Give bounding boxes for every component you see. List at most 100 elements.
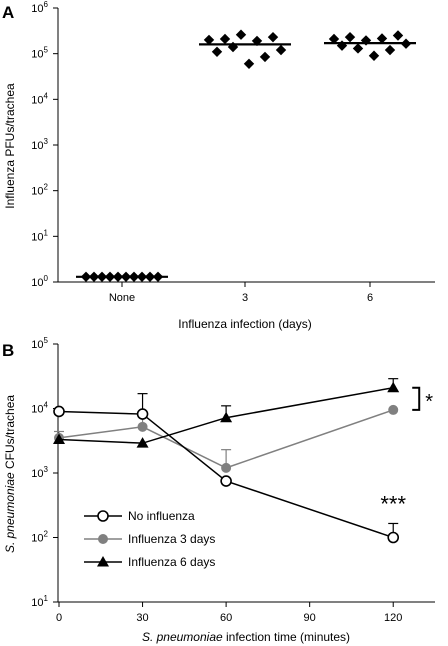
panel-a-y-tick-label-exponent: 5 [44, 46, 49, 55]
panel-b-x-tick-label: 90 [304, 612, 316, 624]
panel-a-x-tick-label: 6 [367, 292, 373, 304]
panel-b-legend-label: Influenza 3 days [128, 532, 215, 546]
panel-a-x-tick-label: 3 [242, 292, 248, 304]
panel-a-point [392, 30, 404, 41]
panel-b-significance-bracket [412, 386, 421, 411]
panel-b-series-3 [53, 378, 400, 448]
panel-b-point [137, 421, 148, 432]
panel-a-y-tick-label: 104 [31, 91, 48, 106]
panel-a-point [384, 44, 396, 56]
panel-b-legend-label: No influenza [128, 509, 195, 523]
panel-a-point [203, 34, 215, 46]
panel-b-point [53, 405, 65, 418]
panel-a-point [344, 31, 356, 43]
panel-b-y-tick-label-exponent: 2 [44, 530, 49, 539]
panel-b-y-tick-label-base: 10 [31, 468, 43, 480]
panel-a-y-tick-label-base: 10 [31, 140, 43, 152]
panel-b-point [387, 381, 400, 393]
panel-b-y-tick-label: 103 [31, 465, 48, 480]
panel-b-significance-star: * [425, 391, 433, 413]
panel-a-point [227, 41, 239, 53]
panel-a-y-tick-label-exponent: 4 [44, 91, 49, 100]
panel-b-point [220, 475, 232, 487]
panel-b-y-tick-label: 101 [31, 594, 48, 609]
panel-b-y-axis-label-italic: S. pneumoniae [3, 472, 17, 553]
panel-b-point [136, 437, 149, 448]
panel-b-point [220, 411, 233, 423]
panel-b-x-axis-label-rest: infection time (minutes) [223, 630, 350, 644]
panel-a-y-tick-label-exponent: 2 [44, 183, 49, 192]
panel-b-point [221, 462, 232, 473]
panel-a-y-tick-label-base: 10 [31, 3, 43, 15]
panel-b-x-ticks: 0 30 60 90 120 [56, 602, 402, 624]
panel-a-y-tick-label: 100 [31, 274, 48, 289]
panel-a-point [235, 29, 247, 40]
panel-b-y-tick-label-base: 10 [31, 404, 43, 416]
panel-a-y-axis-label: Influenza PFUs/trachea [3, 83, 17, 209]
panel-b-x-tick-label: 30 [136, 612, 148, 624]
panel-a-y-tick-label: 101 [31, 228, 48, 243]
panel-b-point [387, 531, 400, 544]
panel-b-y-axis-label: S. pneumoniae CFUs/trachea [3, 395, 17, 553]
panel-b-y-tick-label-exponent: 1 [44, 594, 49, 603]
panel-b-y-tick-label: 104 [31, 401, 48, 416]
panel-b-x-axis-label-italic: S. pneumoniae [142, 630, 223, 644]
panel-b-series [53, 378, 400, 544]
panel-a-point [259, 51, 271, 63]
panel-a-point [275, 44, 287, 56]
panel-b-x-tick-label: 0 [56, 612, 62, 624]
panel-a-point [328, 33, 340, 45]
panel-a-y-tick-label-exponent: 6 [44, 0, 49, 9]
panel-b-legend-marker [97, 556, 109, 567]
panel-b-y-tick-label: 105 [31, 336, 48, 351]
panel-a-y-tick-label-base: 10 [31, 49, 43, 61]
panel-a-x-tick-label: None [109, 292, 135, 304]
panel-b-legend: No influenza Influenza 3 days Influenza 6 … [84, 509, 215, 569]
panel-b-y-tick-label-exponent: 3 [44, 465, 49, 474]
panel-a-points [80, 29, 412, 282]
panel-a-letter: A [2, 3, 14, 22]
panel-a-y-tick-label-base: 10 [31, 277, 43, 289]
panel-b-series-line [58, 386, 394, 444]
panel-b-y-tick-label-base: 10 [31, 533, 43, 545]
panel-a-y-tick-label-base: 10 [31, 231, 43, 243]
panel-a-y-tick-label: 103 [31, 137, 48, 152]
panel-a-y-tick-label: 106 [31, 0, 48, 15]
panel-b-point [388, 404, 399, 415]
panel-a-point [243, 58, 255, 69]
panel-a-point [219, 33, 231, 45]
panel-b-y-tick-label-exponent: 4 [44, 401, 49, 410]
panel-a-point [211, 46, 223, 57]
panel-b-series-1 [53, 393, 400, 544]
panel-b-y-tick-label-exponent: 5 [44, 336, 49, 345]
panel-a-y-tick-label-base: 10 [31, 186, 43, 198]
panel-a-x-axis-label: Influenza infection (days) [178, 317, 311, 331]
panel-a-y-tick-label-exponent: 3 [44, 137, 49, 146]
panel-a-medians [76, 42, 416, 278]
panel-a-y-tick-label: 102 [31, 183, 48, 198]
panel-b-y-tick-label-base: 10 [31, 339, 43, 351]
panel-a-point [352, 43, 364, 54]
panel-a-point [336, 40, 348, 51]
panel-b-x-tick-label: 120 [384, 612, 402, 624]
panel-b-series-line [58, 410, 394, 539]
panel-a-y-tick-label: 105 [31, 46, 48, 61]
panel-a-point [267, 31, 279, 43]
panel-a-y-tick-label-base: 10 [31, 94, 43, 106]
panel-a-y-tick-label-exponent: 1 [44, 228, 49, 237]
panel-b-y-tick-label: 102 [31, 530, 48, 545]
panel-b-x-tick-label: 60 [220, 612, 232, 624]
panel-b-annotations: **** [380, 386, 433, 516]
panel-a-x-ticks: None 3 6 [109, 282, 373, 304]
panel-a-point [368, 50, 380, 61]
panel-b-point [136, 408, 149, 420]
panel-b-legend-marker [98, 534, 108, 544]
panel-b-x-axis-label: S. pneumoniae infection time (minutes) [142, 630, 350, 644]
panel-b-point [53, 433, 65, 445]
panel-a-y-tick-label-exponent: 0 [44, 274, 49, 283]
